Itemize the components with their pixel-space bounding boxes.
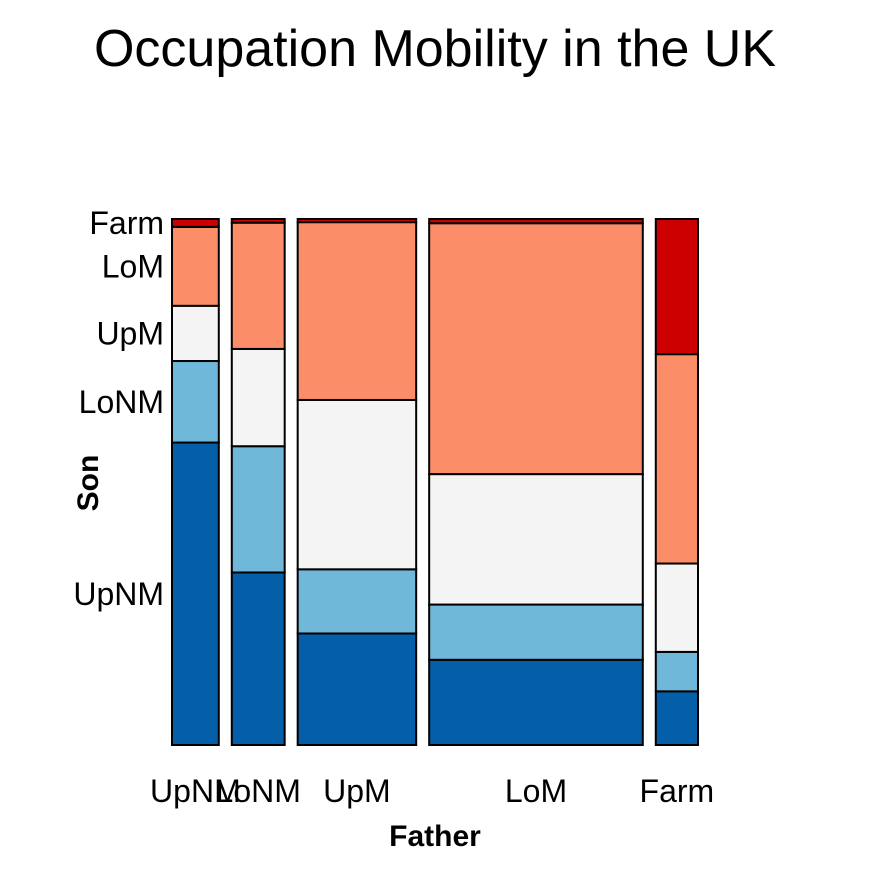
y-tick-upm: UpM [96,315,164,351]
x-tick-lonm: LoNM [216,773,301,809]
tile-upnm-upm [171,304,220,363]
y-tick-lonm: LoNM [79,384,164,420]
tile-farm-lom [654,353,699,565]
x-tick-lom: LoM [505,773,567,809]
tile-lom-lom [428,222,644,476]
y-tick-upnm: UpNM [73,576,164,612]
tile-upm-upm [296,398,418,571]
x-axis-label: Father [389,820,481,853]
tile-upm-farm [296,218,418,224]
tile-lom-upnm [428,658,644,746]
tile-lom-lonm [428,603,644,661]
tile-farm-farm [654,218,699,356]
tile-lonm-lonm [230,445,286,574]
x-tick-farm: Farm [640,773,715,809]
tile-upnm-lom [171,225,220,307]
y-tick-lom: LoM [102,248,164,284]
tile-upnm-upnm [171,441,220,746]
y-tick-labels: UpNM LoNM UpM LoM Farm [73,205,164,612]
y-tick-farm: Farm [89,205,164,241]
tile-farm-lonm [654,650,699,693]
tile-farm-upnm [654,690,699,746]
x-tick-upnm: UpNM [150,773,241,809]
x-tick-upm: UpM [323,773,391,809]
tile-lonm-lom [230,221,286,350]
mosaic-tiles [171,218,699,746]
tile-lom-farm [428,218,644,225]
tile-upnm-farm [171,218,220,228]
tile-upnm-lonm [171,360,220,444]
tile-lonm-farm [230,218,286,224]
chart-title: Occupation Mobility in the UK [94,20,776,78]
tile-lom-upm [428,473,644,606]
tile-upm-upnm [296,632,418,746]
tile-upm-lonm [296,568,418,635]
y-axis-label: Son [72,455,105,512]
tile-lonm-upm [230,347,286,448]
tile-farm-upm [654,562,699,653]
tile-lonm-upnm [230,571,286,746]
tile-upm-lom [296,221,418,401]
